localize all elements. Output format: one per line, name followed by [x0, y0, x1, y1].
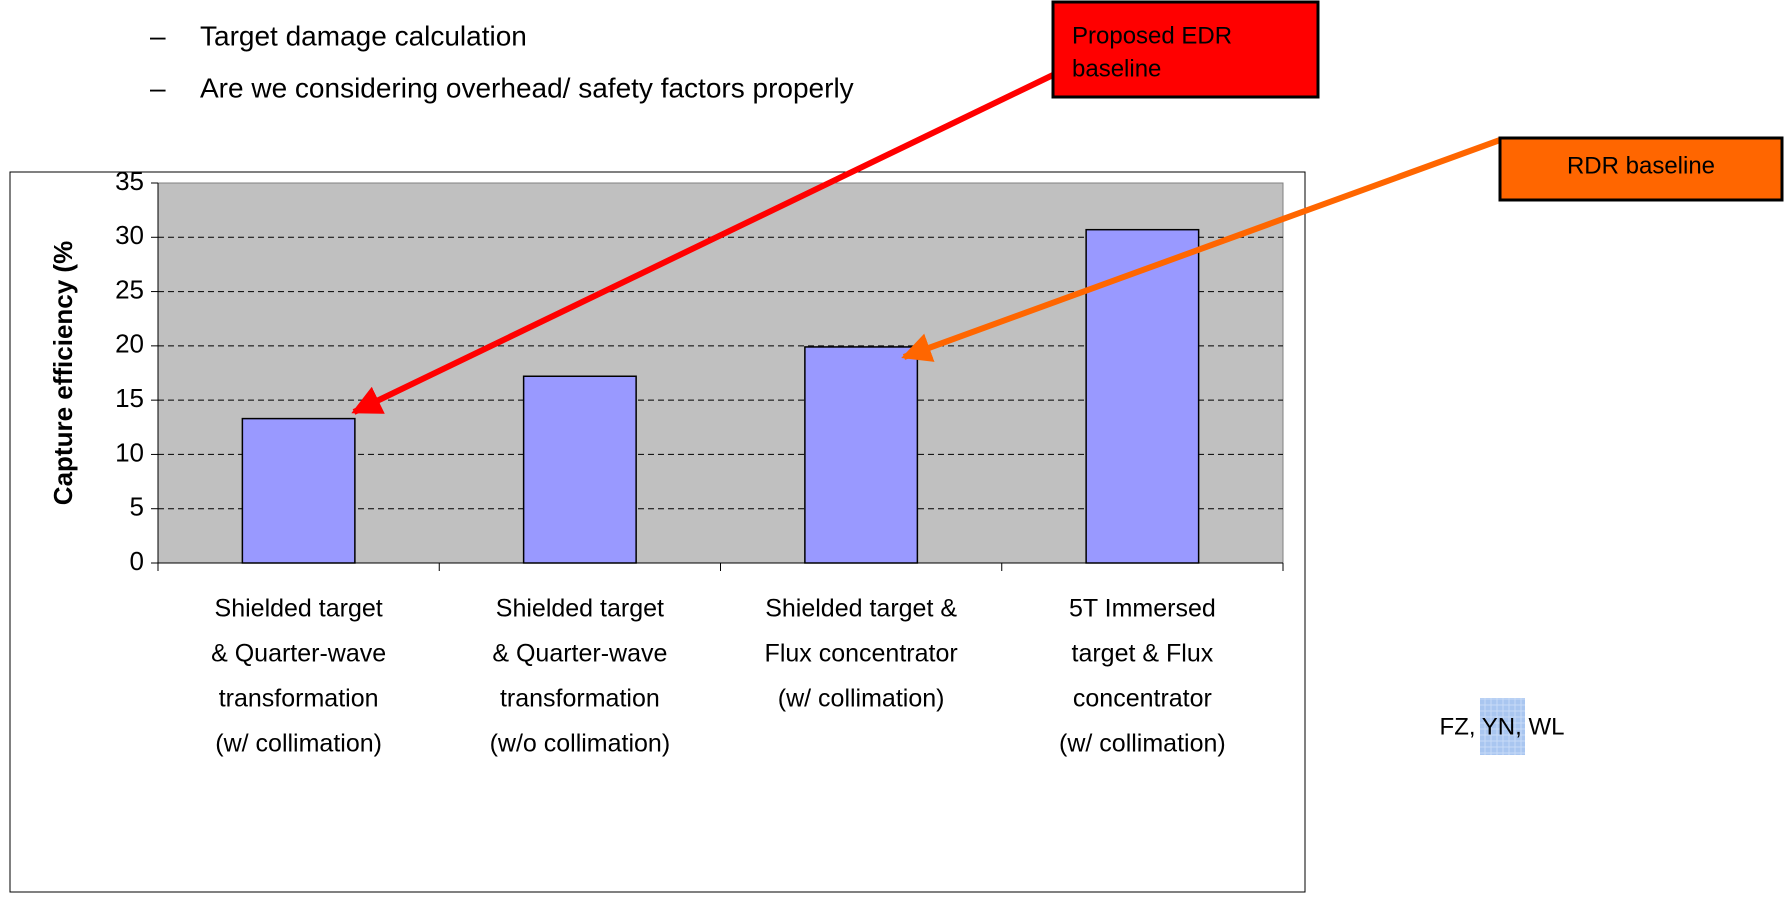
- x-tick-label: (w/ collimation): [215, 730, 382, 758]
- x-tick-label: 5T Immersed: [1069, 595, 1216, 623]
- annotation: Proposed EDR: [1072, 22, 1232, 49]
- y-tick-label: 15: [115, 383, 144, 413]
- y-tick-label: 5: [130, 492, 144, 522]
- dash: –: [150, 72, 166, 103]
- x-tick-label: Shielded target: [215, 595, 383, 623]
- y-tick-label: 10: [115, 437, 144, 467]
- y-tick-label: 35: [115, 166, 144, 196]
- x-tick-label: Flux concentrator: [765, 640, 958, 668]
- arrow: [901, 137, 1502, 362]
- x-tick-label: target & Flux: [1072, 640, 1214, 668]
- bullet: Target damage calculation: [200, 20, 527, 51]
- credit-box: [1480, 698, 1525, 755]
- y-tick-label: 30: [115, 220, 144, 250]
- credit: FZ, YN, WL: [1440, 713, 1565, 740]
- bullet: Are we considering overhead/ safety fact…: [200, 72, 854, 103]
- y-tick-label: 25: [115, 274, 144, 304]
- x-tick-label: concentrator: [1073, 685, 1212, 713]
- x-tick-label: transformation: [500, 685, 660, 713]
- x-tick-label: & Quarter-wave: [492, 640, 667, 668]
- x-tick-label: Shielded target &: [765, 595, 957, 623]
- x-tick-label: (w/ collimation): [778, 685, 945, 713]
- y-tick-label: 20: [115, 329, 144, 359]
- bar: [1085, 228, 1200, 564]
- bar: [804, 346, 919, 564]
- arrow: [351, 72, 1055, 415]
- x-tick-label: Shielded target: [496, 595, 664, 623]
- bar: [522, 375, 637, 564]
- x-tick-label: (w/o collimation): [490, 730, 671, 758]
- annotation: RDR baseline: [1567, 152, 1715, 179]
- y-axis-label: Capture efficiency (%: [48, 241, 78, 505]
- x-tick-label: (w/ collimation): [1059, 730, 1226, 758]
- x-tick-label: & Quarter-wave: [211, 640, 386, 668]
- annotation-box: [1498, 136, 1784, 202]
- annotation-box: [1051, 0, 1320, 99]
- x-tick-label: transformation: [219, 685, 379, 713]
- bar: [241, 417, 356, 564]
- y-tick-label: 0: [130, 546, 144, 576]
- dash: –: [150, 20, 166, 51]
- annotation: baseline: [1072, 55, 1161, 82]
